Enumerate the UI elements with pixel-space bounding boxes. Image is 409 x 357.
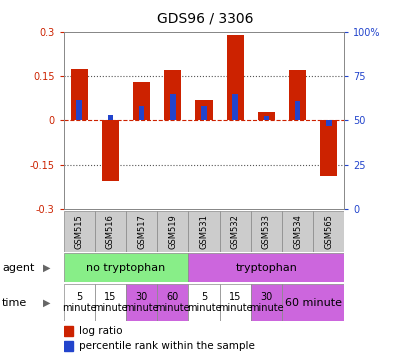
Text: GSM534: GSM534 (292, 214, 301, 248)
Text: 15
minute: 15 minute (217, 292, 252, 313)
Text: GSM532: GSM532 (230, 214, 239, 248)
FancyBboxPatch shape (63, 211, 94, 252)
FancyBboxPatch shape (250, 211, 281, 252)
Bar (232, 94, 237, 121)
FancyBboxPatch shape (94, 211, 126, 252)
FancyBboxPatch shape (63, 284, 94, 321)
FancyBboxPatch shape (126, 211, 157, 252)
Bar (63, 326, 73, 336)
Text: log ratio: log ratio (79, 326, 122, 336)
Text: time: time (2, 297, 27, 308)
Bar (63, 341, 73, 351)
Bar (107, 115, 113, 121)
Text: no tryptophan: no tryptophan (86, 263, 165, 273)
Text: GDS96 / 3306: GDS96 / 3306 (156, 11, 253, 25)
FancyBboxPatch shape (94, 284, 126, 321)
Bar (263, 116, 268, 121)
Bar (133, 82, 150, 121)
FancyBboxPatch shape (219, 211, 250, 252)
Bar (139, 106, 144, 121)
Text: 5
minute: 5 minute (186, 292, 221, 313)
Text: GSM515: GSM515 (74, 214, 83, 248)
Text: GSM517: GSM517 (137, 214, 146, 248)
Bar (101, 121, 119, 181)
Text: tryptophan: tryptophan (235, 263, 297, 273)
FancyBboxPatch shape (157, 284, 188, 321)
Bar (70, 69, 88, 121)
Bar (195, 100, 212, 121)
FancyBboxPatch shape (188, 253, 344, 282)
Text: 5
minute: 5 minute (62, 292, 96, 313)
Text: GSM533: GSM533 (261, 213, 270, 249)
FancyBboxPatch shape (250, 284, 281, 321)
Text: GSM565: GSM565 (324, 214, 333, 248)
Text: 30
minute: 30 minute (124, 292, 159, 313)
Bar (288, 70, 306, 121)
Text: ▶: ▶ (43, 263, 51, 273)
FancyBboxPatch shape (188, 211, 219, 252)
Text: agent: agent (2, 263, 34, 273)
FancyBboxPatch shape (157, 211, 188, 252)
FancyBboxPatch shape (188, 284, 219, 321)
FancyBboxPatch shape (126, 284, 157, 321)
FancyBboxPatch shape (63, 253, 188, 282)
Text: 60
minute: 60 minute (155, 292, 190, 313)
Bar (319, 121, 337, 176)
Text: percentile rank within the sample: percentile rank within the sample (79, 341, 254, 351)
FancyBboxPatch shape (312, 211, 344, 252)
Bar (76, 100, 82, 121)
Text: GSM531: GSM531 (199, 214, 208, 248)
Bar (325, 121, 331, 126)
FancyBboxPatch shape (281, 284, 344, 321)
Text: 60 minute: 60 minute (284, 297, 341, 308)
Bar (201, 106, 206, 121)
FancyBboxPatch shape (281, 211, 312, 252)
Text: GSM519: GSM519 (168, 214, 177, 248)
Text: 15
minute: 15 minute (93, 292, 127, 313)
FancyBboxPatch shape (219, 284, 250, 321)
Bar (164, 70, 181, 121)
Text: GSM516: GSM516 (106, 214, 115, 248)
Text: ▶: ▶ (43, 297, 51, 308)
Bar (170, 94, 175, 121)
Bar (257, 112, 274, 121)
Bar (226, 35, 243, 121)
Text: 30
minute: 30 minute (248, 292, 283, 313)
Bar (294, 101, 300, 121)
